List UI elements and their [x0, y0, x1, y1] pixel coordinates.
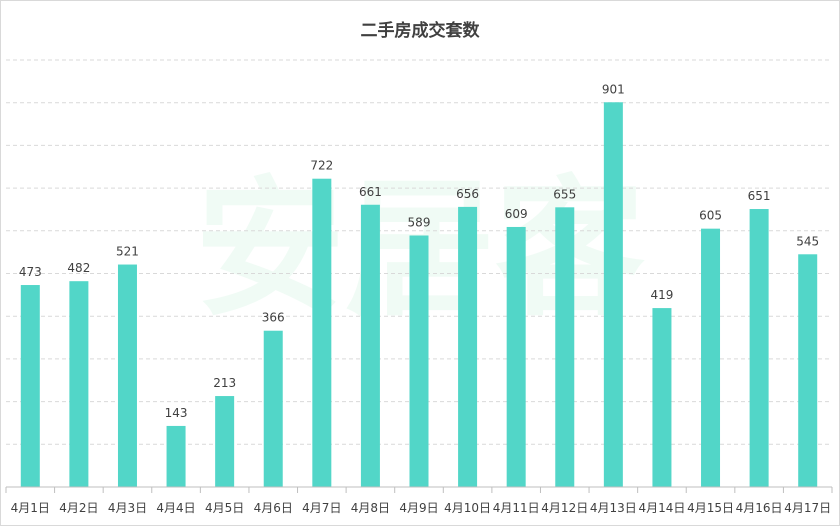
x-tick-label: 4月5日 [205, 501, 244, 515]
x-tick-label: 4月14日 [638, 501, 685, 515]
bar [555, 207, 575, 487]
bar [215, 396, 235, 487]
data-label: 589 [408, 215, 431, 229]
data-label: 473 [19, 265, 42, 279]
data-label: 419 [650, 288, 673, 302]
bar [117, 264, 137, 487]
bar [798, 254, 818, 487]
data-label: 545 [796, 234, 819, 248]
x-tick-label: 4月2日 [59, 501, 98, 515]
x-tick-label: 4月17日 [784, 501, 831, 515]
chart-title: 二手房成交套数 [360, 21, 480, 41]
data-label: 656 [456, 187, 479, 201]
bar [263, 330, 283, 487]
data-label: 901 [602, 82, 625, 96]
x-tick-label: 4月9日 [399, 501, 438, 515]
bar [506, 226, 526, 487]
x-axis: 4月1日 4月2日 4月3日 4月4日 4月5日 4月6日 4月7日 4月8日 4月9日 4月10… [5, 486, 833, 515]
data-label: 661 [359, 185, 382, 199]
bar [69, 281, 89, 487]
bar [312, 178, 332, 487]
data-label: 722 [310, 159, 333, 173]
x-tick-label: 4月3日 [108, 501, 147, 515]
bar [20, 285, 40, 487]
x-tick-label: 4月11日 [493, 501, 540, 515]
data-label: 366 [262, 311, 285, 325]
data-label: 651 [748, 189, 771, 203]
data-label: 521 [116, 245, 139, 259]
x-tick-label: 4月4日 [156, 501, 195, 515]
bar [360, 204, 380, 488]
value-labels: 473 482 521 143 213 366 722 661 589 656 609 655 901 4… [19, 82, 819, 420]
bar [749, 209, 769, 487]
x-tick-label: 4月7日 [302, 501, 341, 515]
x-tick-label: 4月10日 [444, 501, 491, 515]
data-label: 143 [165, 406, 188, 420]
x-tick-label: 4月8日 [351, 501, 390, 515]
bar [458, 206, 478, 487]
x-tick-label: 4月1日 [11, 501, 50, 515]
x-tick-label: 4月13日 [590, 501, 637, 515]
bars [20, 102, 818, 488]
data-label: 655 [553, 187, 576, 201]
data-label: 213 [213, 376, 236, 390]
x-tick-label: 4月6日 [254, 501, 293, 515]
data-label: 482 [67, 261, 90, 275]
x-tick-label: 4月12日 [541, 501, 588, 515]
bar [652, 308, 672, 487]
bar [701, 228, 721, 488]
data-label: 605 [699, 209, 722, 223]
bar [603, 102, 623, 487]
data-label: 609 [505, 207, 528, 221]
x-tick-label: 4月16日 [736, 501, 783, 515]
bar [166, 425, 186, 487]
x-tick-label: 4月15日 [687, 501, 734, 515]
bar [409, 235, 429, 487]
